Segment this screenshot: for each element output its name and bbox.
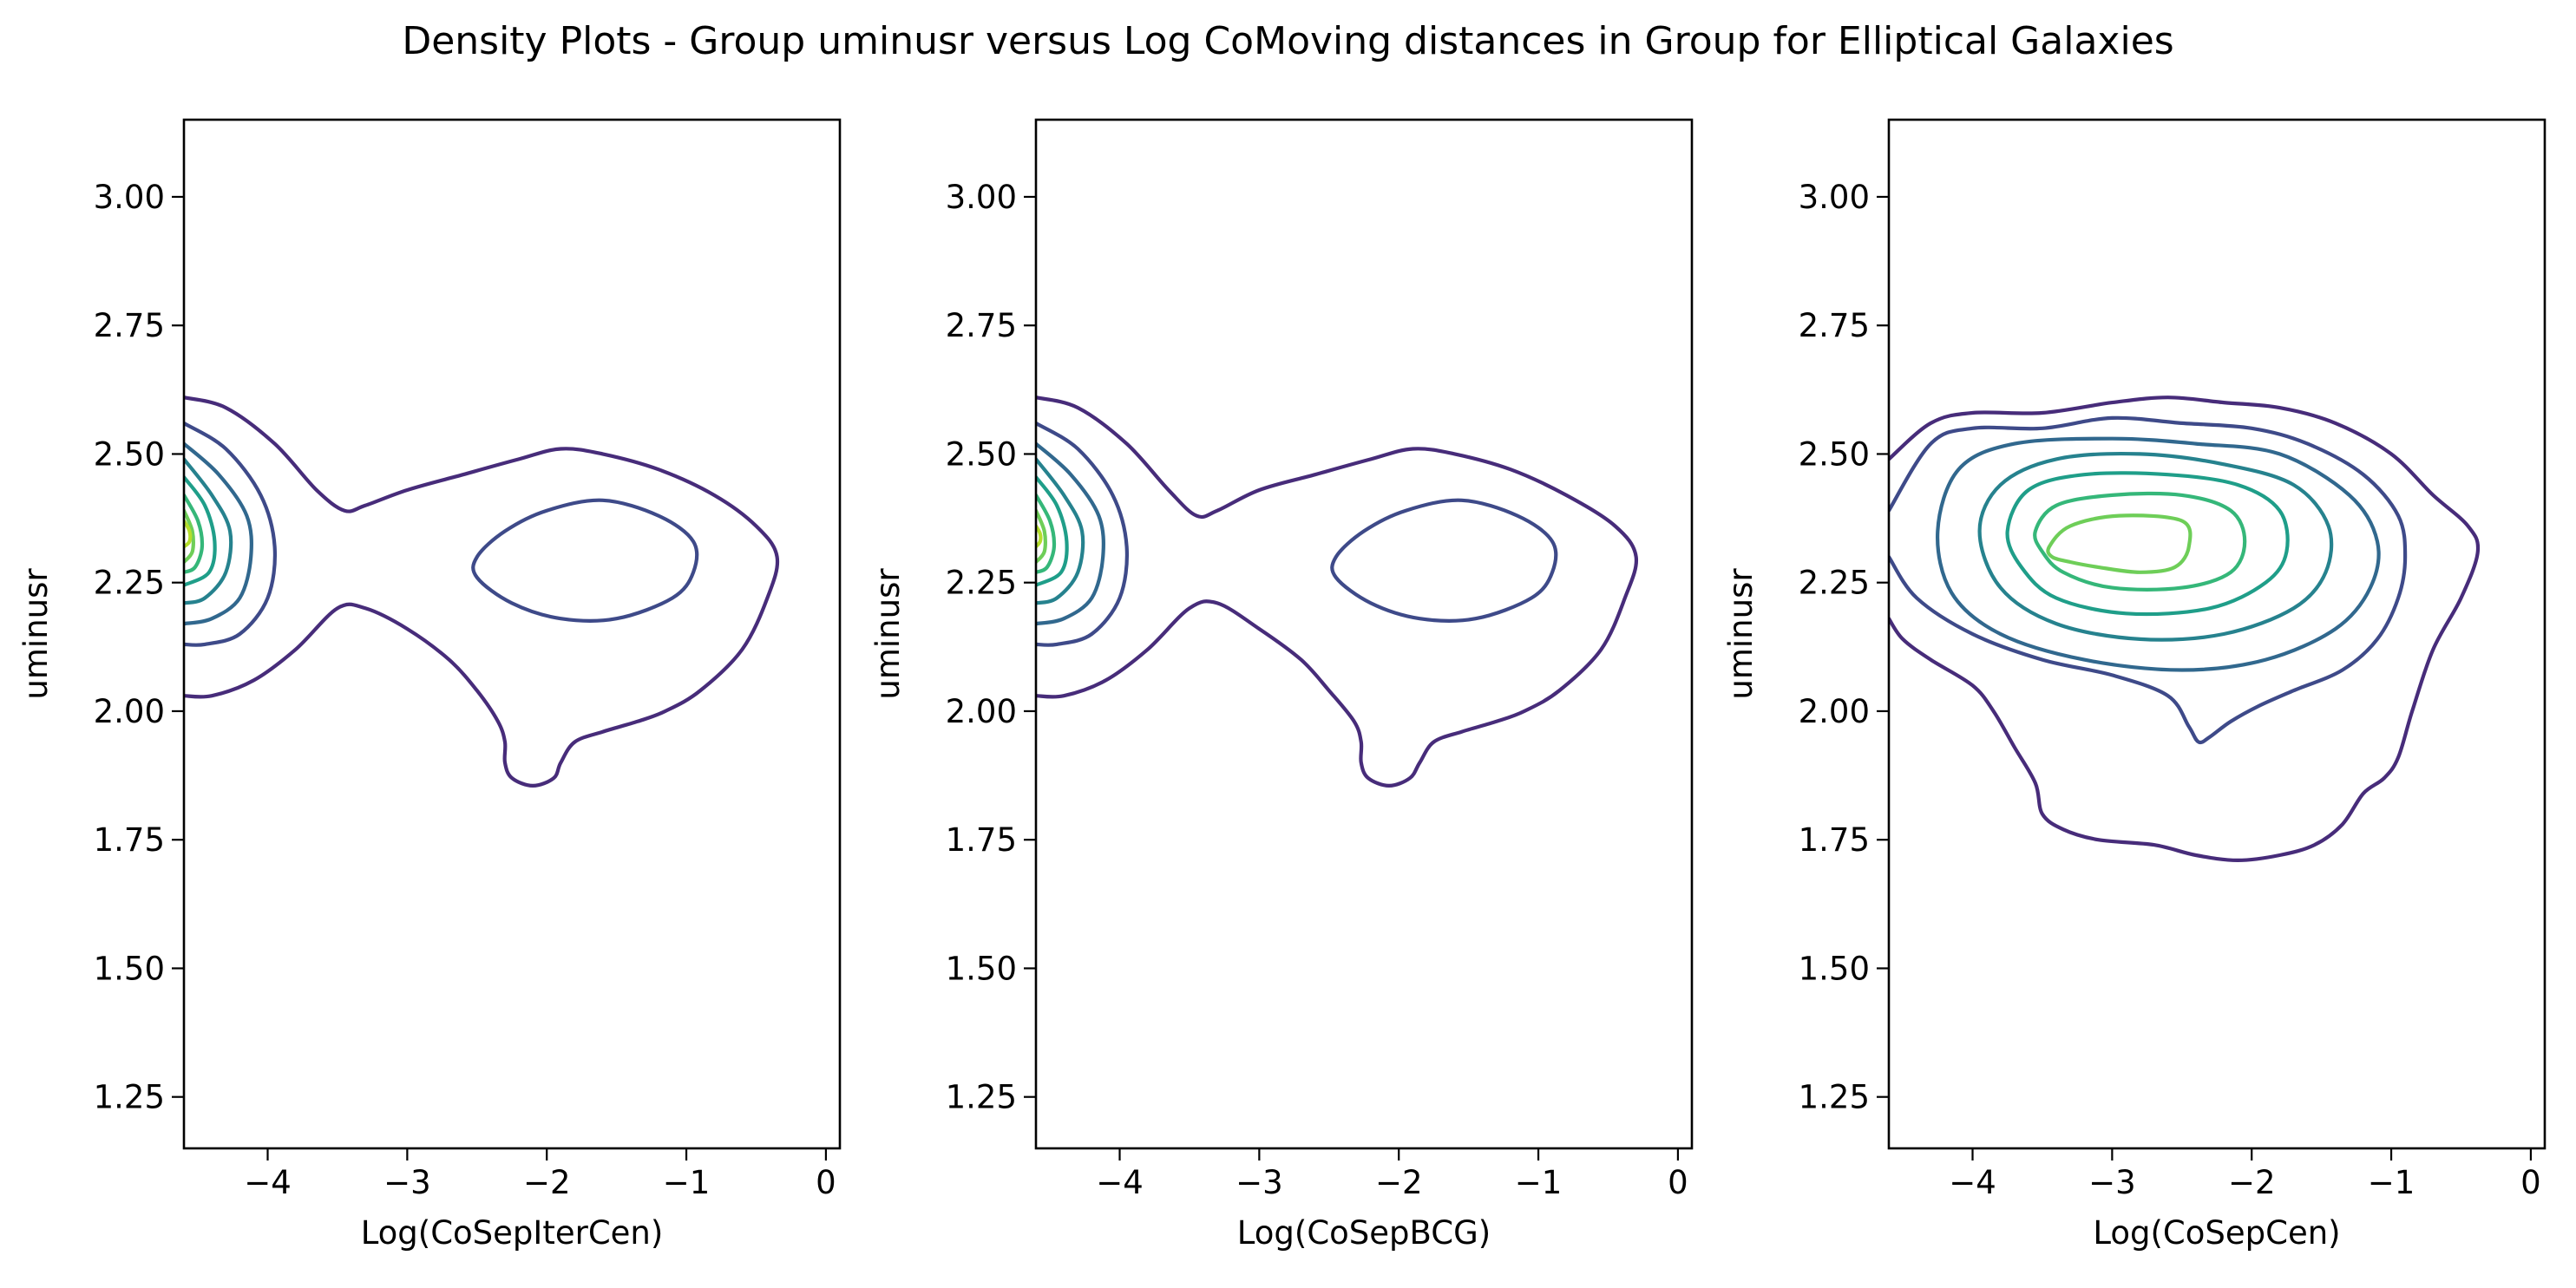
x-axis-label: Log(CoSepBCG) [1237, 1214, 1491, 1252]
contour-line-level-3 [184, 457, 233, 605]
contour-line-level-0 [184, 396, 780, 788]
contour-line-level-7 [1036, 524, 1043, 549]
x-tick-label: −4 [1096, 1164, 1144, 1201]
axes-frame [1887, 118, 2547, 1150]
y-tick-label: 2.25 [94, 565, 165, 602]
y-axis-label: uminusr [17, 568, 55, 700]
y-tick-label: 2.00 [94, 693, 165, 730]
contour-line-level-0 [1036, 396, 1639, 788]
contour-line-level-6 [1036, 508, 1047, 565]
contour-line-level-2 [184, 441, 253, 626]
x-tick-label: −3 [1236, 1164, 1283, 1201]
axes-frame [182, 118, 842, 1150]
y-tick-label: 2.50 [1799, 435, 1870, 473]
axes-frame [1034, 118, 1694, 1150]
contour-line-level-3 [1036, 457, 1085, 605]
y-tick-label: 3.00 [94, 179, 165, 216]
x-tick-label: −1 [2368, 1164, 2415, 1201]
x-tick-label: 0 [816, 1164, 836, 1201]
x-tick-label: −4 [244, 1164, 292, 1201]
y-tick-label: 1.25 [946, 1079, 1017, 1116]
panel-1: −4 −3 −2 −1 0 1.25 1.50 1.75 2.00 2.25 2.50 2.75 3.0… [17, 118, 842, 1252]
panel-3: −4 −3 −2 −1 0 1.25 1.50 1.75 2.00 2.25 2.50 2.75 3.0… [1722, 118, 2547, 1252]
contour-line-level-6 [184, 508, 195, 565]
contour-group [1036, 396, 1639, 788]
contour-line-level-1 [471, 498, 699, 623]
y-axis-label: uminusr [869, 568, 907, 700]
y-tick-label: 1.25 [94, 1079, 165, 1116]
x-tick-label: −3 [2088, 1164, 2136, 1201]
x-tick-label: −2 [523, 1164, 571, 1201]
contour-line-level-4 [2005, 471, 2290, 617]
contour-line-level-1 [1889, 415, 2408, 745]
panel-2: −4 −3 −2 −1 0 1.25 1.50 1.75 2.00 2.25 2.50 2.75 3.0… [869, 118, 1694, 1252]
y-tick-label: 1.50 [94, 950, 165, 987]
y-tick-label: 2.75 [1799, 307, 1870, 344]
contour-line-level-3 [1977, 452, 2334, 642]
y-tick-label: 1.50 [1799, 950, 1870, 987]
contour-line-level-4 [1036, 475, 1069, 587]
contour-line-level-5 [1036, 493, 1057, 574]
contour-line-level-4 [184, 475, 217, 587]
contour-line-level-2 [1036, 441, 1105, 626]
x-tick-label: −2 [2228, 1164, 2276, 1201]
y-axis-label: uminusr [1722, 568, 1760, 700]
y-tick-label: 2.25 [946, 565, 1017, 602]
y-tick-label: 2.75 [94, 307, 165, 344]
x-tick-label: −1 [1515, 1164, 1563, 1201]
contour-line-level-1 [1036, 421, 1129, 647]
y-tick-label: 1.75 [946, 821, 1017, 859]
y-tick-label: 2.75 [946, 307, 1017, 344]
y-tick-label: 1.75 [94, 821, 165, 859]
x-tick-label: −3 [383, 1164, 431, 1201]
x-axis-label: Log(CoSepIterCen) [361, 1214, 664, 1252]
page-title: Density Plots - Group uminusr versus Log… [402, 19, 2174, 63]
contour-line-level-7 [184, 519, 193, 549]
contour-line-level-1 [184, 421, 277, 647]
y-tick-label: 2.00 [946, 693, 1017, 730]
x-tick-label: −2 [1375, 1164, 1423, 1201]
contour-line-level-5 [2033, 491, 2247, 592]
y-tick-label: 2.50 [946, 435, 1017, 473]
x-tick-label: −1 [663, 1164, 711, 1201]
contour-line-level-6 [2046, 513, 2193, 574]
contour-line-level-5 [184, 493, 205, 574]
contour-line-level-2 [1936, 436, 2381, 672]
x-tick-label: 0 [1668, 1164, 1688, 1201]
y-tick-label: 1.75 [1799, 821, 1870, 859]
x-tick-label: −4 [1949, 1164, 1996, 1201]
y-tick-label: 1.50 [946, 950, 1017, 987]
y-tick-label: 2.50 [94, 435, 165, 473]
y-tick-label: 2.00 [1799, 693, 1870, 730]
contour-line-level-1 [1330, 498, 1558, 623]
y-tick-label: 3.00 [1799, 179, 1870, 216]
y-tick-label: 2.25 [1799, 565, 1870, 602]
y-tick-label: 1.25 [1799, 1079, 1870, 1116]
x-axis-label: Log(CoSepCen) [2093, 1214, 2340, 1252]
y-tick-label: 3.00 [946, 179, 1017, 216]
contour-group [1889, 396, 2481, 862]
contour-line-level-0 [1889, 396, 2481, 862]
contour-group [184, 396, 780, 788]
x-tick-label: 0 [2520, 1164, 2541, 1201]
